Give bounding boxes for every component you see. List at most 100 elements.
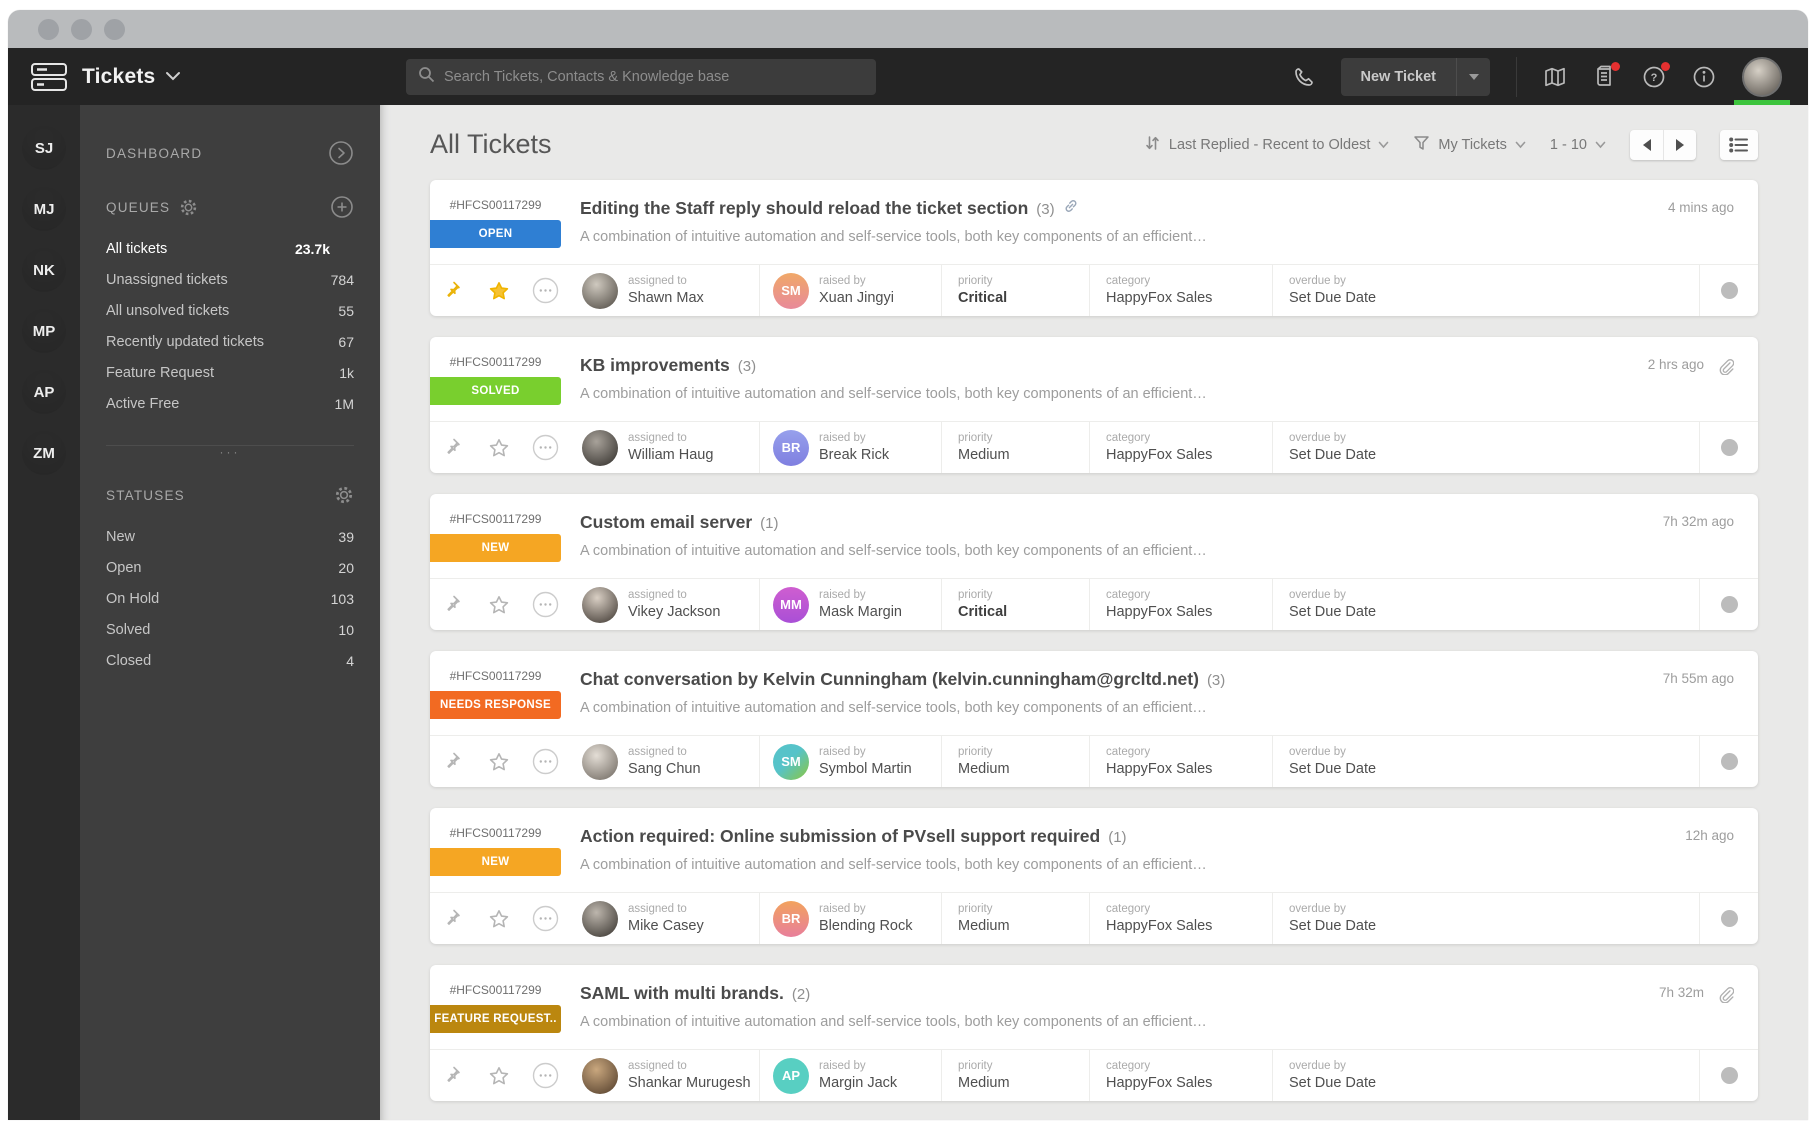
raised-by-cell[interactable]: BR raised by Blending Rock — [760, 893, 942, 944]
agent-avatar[interactable]: ZM — [22, 431, 66, 475]
ticket-title[interactable]: Custom email server — [580, 512, 753, 532]
due-date-value[interactable]: Set Due Date — [1289, 918, 1377, 934]
queue-item[interactable]: All unsolved tickets 55 — [80, 295, 380, 326]
more-options-button[interactable] — [522, 265, 569, 316]
pin-button[interactable] — [430, 1050, 476, 1101]
status-item[interactable]: Solved 10 — [80, 614, 380, 645]
star-button[interactable] — [476, 579, 522, 630]
queue-item[interactable]: Active Free 1M — [80, 388, 380, 419]
ticket-card[interactable]: #HFCS00117299 NEEDS RESPONSE Chat conver… — [430, 651, 1758, 787]
collapse-handle[interactable]: ··· — [219, 445, 241, 459]
agent-avatar[interactable]: MJ — [22, 187, 66, 231]
more-options-button[interactable] — [522, 1050, 569, 1101]
more-options-button[interactable] — [522, 893, 569, 944]
gear-icon[interactable] — [334, 485, 354, 505]
window-button[interactable] — [38, 18, 59, 40]
app-logo-icon[interactable] — [30, 62, 68, 92]
gear-icon[interactable] — [179, 198, 198, 217]
pin-button[interactable] — [430, 265, 476, 316]
requester-initials: AP — [781, 1068, 801, 1083]
prev-page-button[interactable] — [1630, 130, 1663, 160]
raised-by-cell[interactable]: AP raised by Margin Jack — [760, 1050, 942, 1101]
more-options-button[interactable] — [522, 736, 569, 787]
list-view-button[interactable] — [1720, 129, 1758, 160]
agent-avatar[interactable]: SJ — [22, 126, 66, 170]
pin-button[interactable] — [430, 422, 476, 473]
new-ticket-button[interactable]: New Ticket — [1341, 58, 1457, 96]
ticket-card[interactable]: #HFCS00117299 NEW Custom email server (1… — [430, 494, 1758, 630]
due-date-value[interactable]: Set Due Date — [1289, 447, 1377, 463]
info-icon[interactable] — [1692, 65, 1716, 89]
agent-avatar[interactable]: NK — [22, 248, 66, 292]
ticket-title[interactable]: Editing the Staff reply should reload th… — [580, 198, 1029, 218]
pin-button[interactable] — [430, 893, 476, 944]
pin-button[interactable] — [430, 579, 476, 630]
chevron-right-circle-icon[interactable] — [328, 140, 354, 166]
raised-by-cell[interactable]: SM raised by Xuan Jingyi — [760, 265, 942, 316]
map-icon[interactable] — [1543, 66, 1567, 88]
star-button[interactable] — [476, 422, 522, 473]
ticket-title[interactable]: KB improvements — [580, 355, 730, 375]
ticket-card[interactable]: #HFCS00117299 NEW Action required: Onlin… — [430, 808, 1758, 944]
user-avatar[interactable] — [1742, 56, 1782, 97]
filter-dropdown[interactable]: My Tickets — [1413, 135, 1526, 155]
queue-item[interactable]: Recently updated tickets 67 — [80, 326, 380, 357]
assigned-to-cell[interactable]: assigned to Sang Chun — [569, 736, 760, 787]
news-icon[interactable] — [1593, 62, 1620, 88]
range-dropdown[interactable]: 1 - 10 — [1550, 137, 1606, 153]
raised-by-cell[interactable]: MM raised by Mask Margin — [760, 579, 942, 630]
more-options-button[interactable] — [522, 579, 569, 630]
ticket-card[interactable]: #HFCS00117299 SOLVED KB improvements (3)… — [430, 337, 1758, 473]
requester-initials: SM — [781, 283, 801, 298]
more-options-button[interactable] — [522, 422, 569, 473]
agent-avatar[interactable]: MP — [22, 309, 66, 353]
agent-avatar[interactable]: AP — [22, 370, 66, 414]
ticket-title[interactable]: SAML with multi brands. — [580, 983, 784, 1003]
queue-item[interactable]: All tickets 23.7k — [80, 233, 356, 264]
assigned-to-cell[interactable]: assigned to Vikey Jackson — [569, 579, 760, 630]
assigned-to-cell[interactable]: assigned to William Haug — [569, 422, 760, 473]
search-input[interactable] — [444, 68, 864, 85]
assigned-to-cell[interactable]: assigned to Shankar Murugesh — [569, 1050, 760, 1101]
star-button[interactable] — [476, 265, 522, 316]
ellipsis-icon — [532, 434, 559, 461]
due-date-value[interactable]: Set Due Date — [1289, 290, 1377, 306]
star-button[interactable] — [476, 736, 522, 787]
due-date-value[interactable]: Set Due Date — [1289, 1075, 1377, 1091]
raised-by-cell[interactable]: BR raised by Break Rick — [760, 422, 942, 473]
chevron-down-icon[interactable] — [165, 68, 181, 86]
ticket-card[interactable]: #HFCS00117299 FEATURE REQUEST.. SAML wit… — [430, 965, 1758, 1101]
assigned-to-cell[interactable]: assigned to Mike Casey — [569, 893, 760, 944]
queue-item[interactable]: Unassigned tickets 784 — [80, 264, 380, 295]
ticket-title[interactable]: Chat conversation by Kelvin Cunningham (… — [580, 669, 1199, 689]
module-title[interactable]: Tickets — [82, 64, 156, 88]
chevron-down-icon — [1595, 141, 1606, 148]
status-item[interactable]: Closed 4 — [80, 645, 380, 676]
phone-icon[interactable] — [1293, 66, 1315, 88]
status-item[interactable]: Open 20 — [80, 552, 380, 583]
due-date-value[interactable]: Set Due Date — [1289, 604, 1377, 620]
status-item[interactable]: New 39 — [80, 521, 380, 552]
link-icon[interactable] — [1063, 198, 1079, 219]
raised-by-cell[interactable]: SM raised by Symbol Martin — [760, 736, 942, 787]
window-button[interactable] — [104, 18, 125, 40]
requester-name: Blending Rock — [819, 918, 913, 934]
add-queue-icon[interactable] — [330, 195, 354, 219]
priority-value: Medium — [958, 447, 1010, 463]
help-icon[interactable]: ? — [1642, 61, 1670, 89]
star-button[interactable] — [476, 893, 522, 944]
ticket-card[interactable]: #HFCS00117299 OPEN Editing the Staff rep… — [430, 180, 1758, 316]
sort-dropdown[interactable]: Last Replied - Recent to Oldest — [1144, 134, 1390, 156]
window-button[interactable] — [71, 18, 92, 40]
status-item[interactable]: On Hold 103 — [80, 583, 380, 614]
ticket-title[interactable]: Action required: Online submission of PV… — [580, 826, 1101, 846]
next-page-button[interactable] — [1663, 129, 1696, 160]
queue-item[interactable]: Feature Request 1k — [80, 357, 380, 388]
due-date-value[interactable]: Set Due Date — [1289, 761, 1377, 777]
pin-button[interactable] — [430, 736, 476, 787]
assigned-to-cell[interactable]: assigned to Shawn Max — [569, 265, 760, 316]
new-ticket-dropdown[interactable] — [1456, 57, 1490, 96]
star-button[interactable] — [476, 1050, 522, 1101]
priority-cell: priority Medium — [942, 736, 1090, 787]
sidebar-item-dashboard[interactable]: DASHBOARD — [80, 133, 380, 173]
